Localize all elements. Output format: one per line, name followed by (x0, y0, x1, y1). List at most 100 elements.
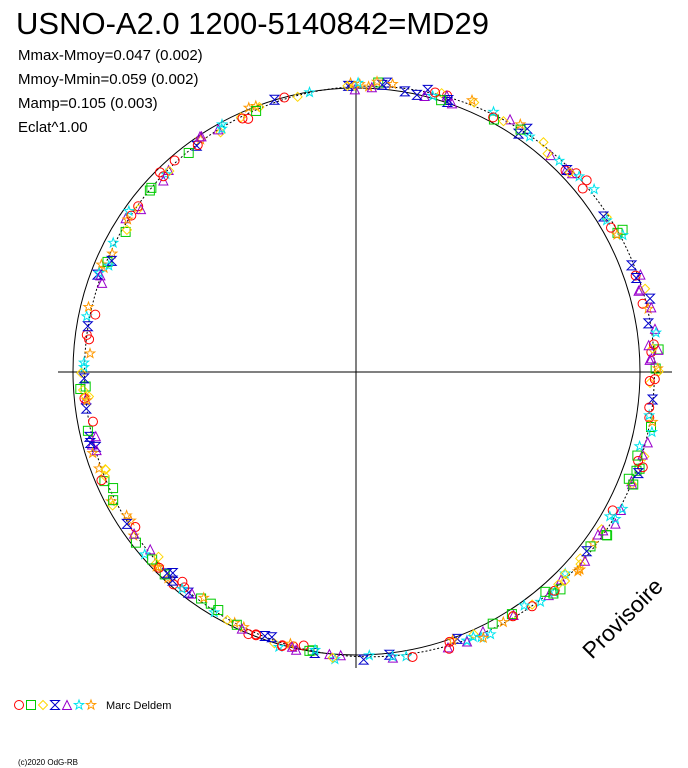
marker-diamond (436, 87, 447, 99)
marker-triangle (543, 589, 555, 601)
fitted-curve (83, 85, 655, 658)
marker-circle (169, 155, 180, 166)
marker-square (82, 425, 93, 436)
marker-circle (581, 175, 592, 186)
marker-star (573, 562, 586, 575)
marker-circle (177, 576, 188, 587)
marker-hourglass (121, 518, 133, 529)
marker-triangle (442, 641, 454, 653)
marker-circle (407, 651, 418, 662)
marker-triangle (446, 97, 458, 109)
marker-diamond (553, 579, 564, 590)
marker-hourglass (399, 86, 411, 97)
marker-diamond (235, 112, 247, 123)
marker-square (205, 598, 216, 609)
stat-line: Mamp=0.105 (0.003) (18, 95, 158, 112)
marker-star (643, 408, 656, 421)
marker-star (484, 627, 497, 640)
marker-triangle (597, 524, 609, 536)
marker-diamond (153, 551, 164, 563)
marker-hourglass (161, 568, 173, 579)
marker-triangle (645, 301, 657, 313)
marker-triangle (128, 528, 140, 539)
marker-circle (637, 298, 648, 309)
marker-circle (277, 641, 288, 652)
marker-triangle (212, 123, 224, 135)
marker-circle (154, 562, 165, 573)
marker-diamond (99, 470, 110, 481)
marker-circle (527, 601, 538, 612)
marker-square (251, 105, 262, 116)
marker-star (616, 502, 629, 515)
marker-star (649, 326, 663, 338)
marker-diamond (575, 558, 586, 570)
marker-circle (644, 402, 655, 413)
marker-star (121, 213, 134, 225)
marker-star (534, 595, 547, 608)
marker-diamond (222, 614, 233, 626)
marker-star (80, 393, 93, 406)
marker-star (150, 560, 163, 572)
marker-star (215, 122, 228, 134)
marker-circle (644, 376, 655, 387)
marker-diamond (254, 101, 265, 113)
marker-circle (577, 183, 588, 194)
marker-square (436, 95, 447, 106)
marker-square (144, 185, 155, 196)
marker-star (197, 591, 210, 604)
marker-hourglass (451, 633, 464, 644)
marker-hourglass (561, 165, 573, 176)
marker-circle (605, 222, 616, 233)
marker-circle (237, 113, 248, 124)
marker-circle (250, 629, 261, 640)
marker-diamond (80, 391, 91, 402)
marker-hourglass (49, 700, 61, 710)
marker-star (86, 446, 99, 459)
marker-hourglass (268, 94, 281, 105)
marker-square (506, 609, 517, 620)
marker-triangle (144, 543, 156, 555)
marker-hourglass (91, 269, 104, 280)
marker-star (553, 154, 566, 167)
marker-square (108, 483, 119, 494)
marker-diamond (538, 137, 549, 148)
marker-circle (243, 629, 254, 640)
marker-star (104, 494, 118, 507)
marker-triangle (646, 352, 657, 364)
marker-circle (87, 416, 98, 427)
marker-hourglass (357, 654, 370, 665)
stat-line: Mmoy-Mmin=0.059 (0.002) (18, 71, 198, 88)
watermark: Provisoire (577, 573, 668, 664)
marker-square (515, 124, 526, 135)
marker-star (102, 259, 115, 271)
marker-circle (430, 87, 441, 98)
marker-star (646, 415, 659, 428)
marker-star (609, 512, 622, 525)
marker-star (328, 652, 341, 665)
marker-hourglass (259, 631, 271, 642)
marker-circle (90, 309, 101, 320)
marker-triangle (61, 699, 73, 710)
marker-diamond (644, 377, 656, 389)
marker-star (573, 170, 586, 182)
stat-line: Mmax-Mmoy=0.047 (0.002) (18, 47, 203, 64)
marker-circle (637, 462, 648, 473)
marker-square (146, 182, 157, 193)
marker-diamond (215, 127, 226, 138)
marker-star (215, 117, 229, 130)
marker-triangle (186, 587, 198, 599)
marker-square (373, 77, 384, 88)
title: USNO-A2.0 1200-5140842=MD29 (16, 6, 489, 41)
marker-diamond (107, 500, 118, 511)
marker-star (465, 93, 479, 106)
marker-hourglass (80, 403, 93, 414)
marker-circle (279, 92, 290, 103)
marker-hourglass (625, 260, 638, 271)
marker-hourglass (512, 128, 525, 139)
marker-diamond (292, 91, 303, 103)
marker-diamond (37, 699, 49, 711)
marker-triangle (286, 641, 298, 652)
marker-square (540, 586, 551, 597)
